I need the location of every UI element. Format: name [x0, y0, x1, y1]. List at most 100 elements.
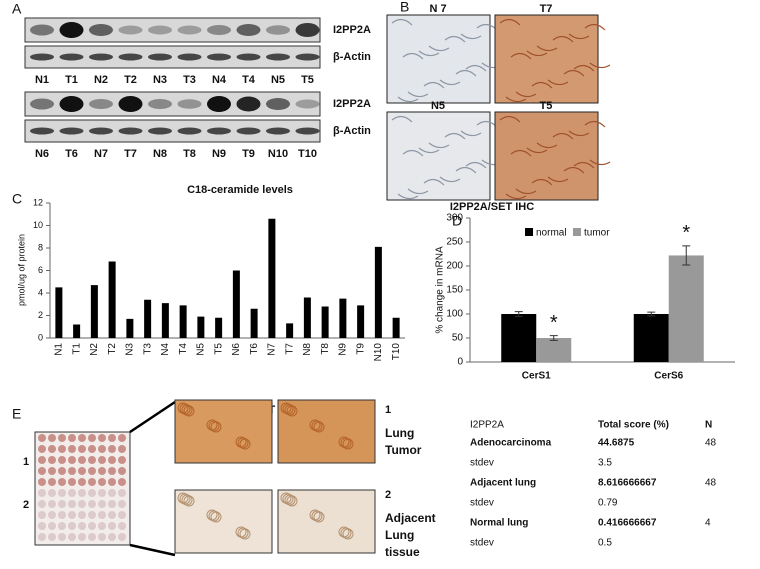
blot-band [30, 24, 54, 36]
tma-core [78, 522, 86, 530]
tissue-strand [418, 147, 440, 154]
tma-core [118, 522, 126, 530]
cell-cluster [183, 495, 195, 507]
blot-band [177, 99, 202, 109]
bar [668, 255, 704, 362]
bar [374, 246, 382, 338]
tma-core [108, 434, 116, 442]
error-bar [682, 245, 691, 266]
tissue-strand [465, 64, 487, 72]
tma-core [108, 467, 116, 475]
tma-core [118, 434, 126, 442]
y-tick-label: 0 [38, 332, 43, 342]
lane-label: T3 [183, 74, 196, 86]
tma-core [88, 489, 96, 497]
bar [55, 287, 63, 338]
tma-core [88, 500, 96, 508]
blot-band [236, 127, 261, 135]
lane-label: T1 [65, 74, 78, 86]
tissue-strand [573, 161, 595, 169]
legend-label: normal [536, 228, 567, 239]
cell-cluster [313, 421, 325, 433]
cell-cluster [237, 437, 249, 449]
lane-label: N5 [271, 74, 285, 86]
blot-band [118, 127, 143, 135]
y-tick-label: 200 [446, 261, 463, 272]
x-tick-label: CerS6 [654, 371, 683, 382]
tma-core [58, 434, 66, 442]
tma-core [108, 500, 116, 508]
tma-core [58, 445, 66, 453]
description-line: Adjacent [385, 511, 436, 525]
chart-title: C18-ceramide levels [187, 184, 293, 196]
blot-band [207, 127, 231, 135]
connector [129, 400, 176, 557]
tma-core [98, 467, 106, 475]
table-cell: 8.616666667 [598, 478, 657, 489]
bar [303, 297, 311, 338]
lane-label: T5 [301, 74, 314, 86]
ihc-image [494, 14, 599, 104]
x-tick-label: N3 [125, 343, 136, 356]
tma-core [88, 511, 96, 519]
x-tick-label: T1 [71, 343, 82, 355]
tissue-strand [505, 96, 527, 103]
y-axis-label: pmol/ug of protein [16, 234, 26, 306]
tma-core [48, 478, 56, 486]
blot-band [236, 96, 261, 112]
tissue-strand [510, 149, 532, 157]
tissue-strand [428, 45, 450, 52]
lane-label: T4 [242, 74, 256, 86]
tma-core [58, 456, 66, 464]
blot-band [118, 25, 143, 35]
cell-cluster [237, 527, 249, 539]
tissue-strand [510, 52, 532, 60]
tma-core [78, 500, 86, 508]
cell-cluster [342, 528, 354, 540]
table-cell: Adenocarcinoma [470, 438, 552, 449]
tma-core [118, 511, 126, 519]
error-bar [549, 335, 558, 341]
tissue-strand [547, 79, 569, 86]
blot-band [266, 53, 290, 61]
tma-core [118, 489, 126, 497]
table-cell: Normal lung [470, 518, 528, 529]
blot-band [30, 98, 54, 110]
image-label: T5 [540, 100, 553, 112]
tissue-strand [589, 159, 611, 166]
tissue-strand [439, 176, 461, 183]
ihc-image [386, 111, 491, 201]
row-label: 1 [23, 456, 29, 468]
bar [161, 303, 169, 338]
tma-core [118, 445, 126, 453]
blot-strip [24, 119, 321, 143]
tma-core [88, 533, 96, 541]
blot-band [207, 25, 231, 35]
ihc-image [277, 399, 376, 464]
cell-cluster [313, 511, 325, 523]
y-tick-label: 2 [38, 310, 43, 320]
tissue-strand [397, 193, 419, 200]
blot-band [59, 127, 84, 135]
tissue-strand [407, 91, 429, 98]
cell-cluster [340, 437, 352, 449]
tma-core [38, 445, 46, 453]
y-tick-label: 250 [446, 237, 463, 248]
tma-core [38, 533, 46, 541]
tma-core [38, 511, 46, 519]
tma-core [68, 467, 76, 475]
cell-cluster [208, 510, 220, 522]
description-line: Tumor [385, 443, 422, 457]
tma-core [78, 511, 86, 519]
lane-label: T7 [124, 148, 137, 160]
tissue-strand [444, 132, 466, 140]
tissue-strand [391, 115, 413, 123]
tma-core [48, 500, 56, 508]
blot-band [89, 127, 113, 135]
tissue-strand [589, 62, 611, 69]
table-cell: Adjacent lung [470, 478, 536, 489]
tma-core [38, 478, 46, 486]
panel-label: C [12, 191, 22, 207]
tissue-strand [460, 130, 482, 137]
x-tick-label: N8 [302, 343, 313, 356]
